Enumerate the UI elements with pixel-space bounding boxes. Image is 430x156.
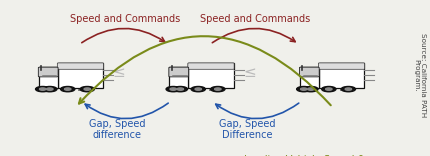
Bar — [169, 67, 188, 88]
FancyBboxPatch shape — [188, 63, 234, 69]
FancyBboxPatch shape — [57, 63, 104, 69]
Circle shape — [345, 88, 352, 90]
Bar — [319, 63, 364, 88]
Bar — [39, 67, 58, 88]
Text: ≤: ≤ — [243, 65, 256, 80]
Text: ≤: ≤ — [113, 65, 126, 80]
Text: Leading Vehicle Speed &
Commands: Leading Vehicle Speed & Commands — [244, 155, 366, 156]
Circle shape — [84, 88, 90, 90]
Bar — [188, 63, 234, 88]
Circle shape — [64, 88, 71, 90]
Circle shape — [301, 88, 307, 90]
Bar — [340, 89, 342, 90]
Circle shape — [304, 86, 318, 92]
Circle shape — [326, 88, 332, 90]
Circle shape — [43, 86, 57, 92]
Bar — [176, 89, 179, 90]
Circle shape — [46, 88, 53, 90]
FancyBboxPatch shape — [38, 67, 58, 77]
Circle shape — [215, 88, 221, 90]
FancyBboxPatch shape — [318, 63, 365, 69]
Circle shape — [211, 86, 225, 92]
Circle shape — [170, 88, 176, 90]
FancyBboxPatch shape — [169, 67, 189, 77]
Circle shape — [191, 86, 206, 92]
Circle shape — [166, 86, 180, 92]
Text: Gap, Speed
Difference: Gap, Speed Difference — [219, 119, 276, 140]
Circle shape — [341, 86, 356, 92]
Text: Gap, Speed
difference: Gap, Speed difference — [89, 119, 145, 140]
Bar — [307, 89, 309, 90]
Circle shape — [195, 88, 202, 90]
FancyBboxPatch shape — [299, 67, 319, 77]
Circle shape — [297, 86, 311, 92]
Bar — [209, 89, 212, 90]
Bar — [58, 63, 103, 88]
Bar — [46, 89, 48, 90]
Circle shape — [308, 88, 314, 90]
Text: Speed and Commands: Speed and Commands — [70, 14, 180, 24]
Circle shape — [40, 88, 46, 90]
Circle shape — [36, 86, 50, 92]
Circle shape — [80, 86, 95, 92]
Circle shape — [177, 88, 184, 90]
Circle shape — [173, 86, 187, 92]
Circle shape — [61, 86, 75, 92]
Circle shape — [322, 86, 336, 92]
Bar — [300, 67, 319, 88]
Text: Source: California PATH
Program.: Source: California PATH Program. — [413, 33, 426, 117]
Bar — [79, 89, 81, 90]
Text: Speed and Commands: Speed and Commands — [200, 14, 310, 24]
